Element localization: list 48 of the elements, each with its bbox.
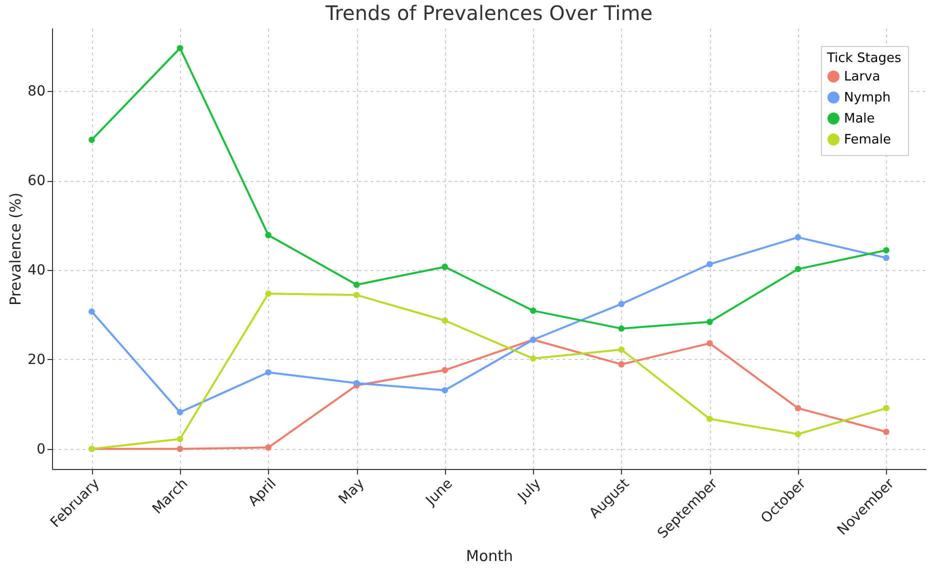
point <box>794 430 802 438</box>
point <box>794 266 802 272</box>
point <box>706 318 713 326</box>
point <box>442 387 448 394</box>
point <box>794 234 802 240</box>
legend-title: Tick Stages <box>826 51 902 66</box>
point <box>88 136 95 143</box>
x-axis-title: Month <box>466 547 514 566</box>
point <box>530 355 536 362</box>
legend-label: Male <box>844 112 875 126</box>
point <box>176 446 184 452</box>
point <box>618 300 625 308</box>
y-tick-label: 40 <box>28 262 46 278</box>
point <box>353 380 360 386</box>
y-tick-label: 80 <box>28 84 46 100</box>
point <box>618 361 625 368</box>
point <box>265 369 272 376</box>
point <box>176 436 184 442</box>
point <box>794 405 802 412</box>
point <box>883 247 890 254</box>
point <box>265 444 272 451</box>
point <box>353 282 360 288</box>
legend-label: Nymph <box>844 90 891 106</box>
point <box>706 261 713 268</box>
point <box>265 290 272 297</box>
y-tick-label: 60 <box>28 173 46 190</box>
point <box>618 346 625 353</box>
y-tick-label: 20 <box>28 352 46 368</box>
point <box>530 308 536 314</box>
point <box>618 325 625 332</box>
legend-label: Larva <box>844 70 880 84</box>
point <box>883 428 890 436</box>
legend-label: Female <box>844 132 892 148</box>
point <box>706 340 713 346</box>
point <box>883 254 890 262</box>
point <box>88 308 95 315</box>
point <box>442 367 448 374</box>
y-axis-title: Prevalence (%) <box>6 192 25 306</box>
point <box>353 292 360 298</box>
point <box>706 416 713 422</box>
chart-title: Trends of Prevalences Over Time <box>324 1 653 25</box>
point <box>442 317 448 324</box>
point <box>265 232 272 238</box>
point <box>176 44 184 52</box>
point <box>176 409 184 416</box>
y-tick-label: 0 <box>36 441 46 458</box>
point <box>883 405 890 412</box>
point <box>442 264 448 270</box>
